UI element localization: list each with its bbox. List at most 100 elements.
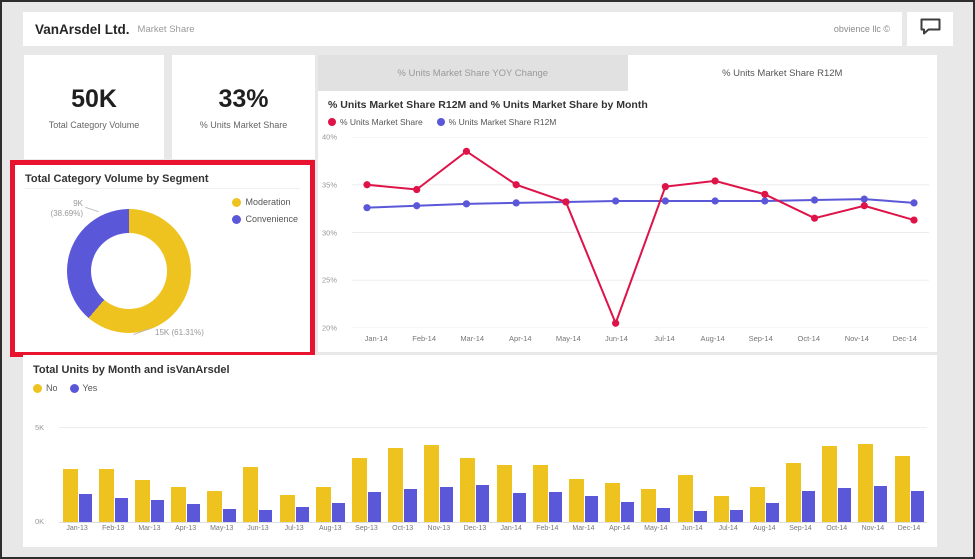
bar-group-Sep-13[interactable] [348,427,384,523]
bar-no-Jun-13[interactable] [243,467,259,523]
tab-r12m[interactable]: % Units Market Share R12M [627,55,937,91]
bar-yes-Jan-14[interactable] [512,493,526,523]
bar-yes-Apr-14[interactable] [621,501,635,523]
bar-no-Apr-14[interactable] [605,482,621,523]
data-point-Jan-14[interactable] [363,204,371,212]
bar-no-Sep-14[interactable] [786,462,802,523]
comment-button[interactable] [907,12,953,46]
bar-yes-Nov-14[interactable] [874,485,888,523]
bar-group-Aug-13[interactable] [312,427,348,523]
bar-group-Jan-13[interactable] [59,427,95,523]
bar-yes-May-14[interactable] [657,507,671,523]
donut-chart[interactable] [67,209,191,333]
bar-group-Oct-13[interactable] [385,427,421,523]
bar-group-Mar-14[interactable] [565,427,601,523]
data-point-Aug-14[interactable] [711,197,719,205]
bar-yes-Sep-13[interactable] [367,492,381,523]
bar-yes-Oct-14[interactable] [838,488,852,523]
bar-no-Nov-14[interactable] [858,444,874,523]
bar-group-Sep-14[interactable] [782,427,818,523]
data-point-Oct-14[interactable] [810,196,819,204]
bar-group-Aug-14[interactable] [746,427,782,523]
bar-yes-Sep-14[interactable] [802,491,816,523]
bar-no-Mar-14[interactable] [568,478,584,523]
bar-group-Oct-14[interactable] [819,427,855,523]
bar-no-May-14[interactable] [641,489,657,523]
bar-group-Apr-13[interactable] [168,427,204,523]
data-point-Jun-14[interactable] [612,197,620,205]
bar-no-Oct-13[interactable] [388,448,404,523]
bar-no-Feb-14[interactable] [532,465,548,523]
bar-yes-Apr-13[interactable] [187,503,201,523]
bar-group-Jan-14[interactable] [493,427,529,523]
bar-group-Feb-14[interactable] [529,427,565,523]
data-point-Apr-14[interactable] [512,181,520,189]
bar-yes-Jul-13[interactable] [295,506,309,523]
bar-yes-Mar-13[interactable] [150,499,164,523]
legend-item-moderation[interactable]: Moderation [232,197,298,207]
bar-no-Mar-13[interactable] [134,479,150,523]
data-point-Apr-14[interactable] [512,199,520,207]
bar-no-Feb-13[interactable] [98,469,114,523]
tab-yoy-change[interactable]: % Units Market Share YOY Change [318,55,628,91]
data-point-May-14[interactable] [562,198,570,206]
bar-yes-Jun-14[interactable] [693,510,707,523]
bar-no-May-13[interactable] [207,491,223,523]
data-point-Mar-14[interactable] [462,147,471,155]
data-point-Sep-14[interactable] [761,190,769,198]
data-point-Nov-14[interactable] [860,202,868,210]
bar-no-Nov-13[interactable] [424,445,440,523]
bar-no-Jan-13[interactable] [62,469,78,523]
bar-no-Aug-13[interactable] [315,486,331,523]
bar-group-May-13[interactable] [204,427,240,523]
bar-group-Nov-13[interactable] [421,427,457,523]
bar-no-Jan-14[interactable] [496,465,512,523]
bar-no-Dec-14[interactable] [894,455,910,523]
bar-yes-Feb-13[interactable] [114,498,128,523]
bar-group-Dec-13[interactable] [457,427,493,523]
bar-group-Apr-14[interactable] [602,427,638,523]
bar-yes-Aug-14[interactable] [765,502,779,523]
bar-yes-May-13[interactable] [223,508,237,523]
bar-group-May-14[interactable] [638,427,674,523]
data-point-Aug-14[interactable] [711,177,719,185]
data-point-Jan-14[interactable] [363,181,371,189]
bar-yes-Jul-14[interactable] [729,509,743,523]
data-point-Jul-14[interactable] [661,197,669,205]
bar-group-Jun-14[interactable] [674,427,710,523]
bar-no-Jun-14[interactable] [677,475,693,523]
bar-yes-Mar-14[interactable] [584,496,598,523]
bar-group-Dec-14[interactable] [891,427,927,523]
data-point-Jul-14[interactable] [661,183,669,191]
bar-yes-Feb-14[interactable] [548,492,562,523]
line-chart-plot[interactable] [352,136,929,329]
bar-group-Jul-13[interactable] [276,427,312,523]
bar-group-Feb-13[interactable] [95,427,131,523]
bar-no-Oct-14[interactable] [822,446,838,523]
data-point-Dec-14[interactable] [910,199,918,207]
legend-item-convenience[interactable]: Convenience [232,214,298,224]
bar-yes-Aug-13[interactable] [331,502,345,523]
legend-item-yes[interactable]: Yes [69,383,97,393]
legend-item--units-market-share-r12m[interactable]: % Units Market Share R12M [436,117,556,127]
bar-no-Aug-14[interactable] [749,487,765,523]
data-point-Mar-14[interactable] [462,200,471,208]
bar-yes-Dec-14[interactable] [910,491,924,523]
data-point-Dec-14[interactable] [910,216,918,224]
bar-no-Jul-13[interactable] [279,495,295,523]
bar-group-Jun-13[interactable] [240,427,276,523]
bar-yes-Jan-13[interactable] [78,494,92,523]
data-point-Feb-14[interactable] [413,185,421,194]
bar-yes-Jun-13[interactable] [259,509,273,523]
legend-item--units-market-share[interactable]: % Units Market Share [328,117,423,127]
data-point-Feb-14[interactable] [413,202,421,210]
bar-group-Mar-13[interactable] [131,427,167,523]
bar-yes-Nov-13[interactable] [440,486,454,523]
legend-item-no[interactable]: No [33,383,58,393]
bar-no-Sep-13[interactable] [351,457,367,523]
bar-no-Dec-13[interactable] [460,457,476,523]
data-point-Oct-14[interactable] [810,214,819,222]
bar-yes-Dec-13[interactable] [476,484,490,523]
data-point-Nov-14[interactable] [860,195,868,203]
bar-group-Nov-14[interactable] [855,427,891,523]
